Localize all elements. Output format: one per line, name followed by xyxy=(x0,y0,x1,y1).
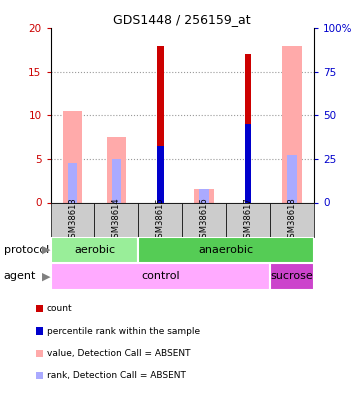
Bar xyxy=(270,263,314,290)
Text: sucrose: sucrose xyxy=(271,271,313,281)
Bar xyxy=(270,202,314,237)
Text: anaerobic: anaerobic xyxy=(199,245,254,255)
Bar xyxy=(138,237,314,263)
Bar xyxy=(157,46,164,202)
Text: protocol: protocol xyxy=(4,245,49,255)
Bar xyxy=(112,159,121,202)
Bar xyxy=(226,202,270,237)
Text: percentile rank within the sample: percentile rank within the sample xyxy=(47,326,200,336)
Text: rank, Detection Call = ABSENT: rank, Detection Call = ABSENT xyxy=(47,371,186,380)
Title: GDS1448 / 256159_at: GDS1448 / 256159_at xyxy=(113,13,251,26)
Bar xyxy=(282,46,302,202)
Text: aerobic: aerobic xyxy=(74,245,115,255)
Bar xyxy=(62,111,82,202)
Bar xyxy=(157,146,164,202)
Bar xyxy=(182,202,226,237)
Bar xyxy=(106,137,126,202)
Bar xyxy=(194,190,214,202)
Text: GSM38616: GSM38616 xyxy=(200,197,209,243)
Bar xyxy=(245,54,252,202)
Text: ▶: ▶ xyxy=(42,271,50,281)
Bar xyxy=(51,237,138,263)
Text: agent: agent xyxy=(4,271,36,281)
Text: GSM38617: GSM38617 xyxy=(244,197,253,243)
Text: ▶: ▶ xyxy=(42,245,50,255)
Text: GSM38613: GSM38613 xyxy=(68,197,77,243)
Bar xyxy=(68,163,77,202)
Bar xyxy=(138,202,182,237)
Bar xyxy=(287,155,297,202)
Bar xyxy=(245,124,252,202)
Text: GSM38615: GSM38615 xyxy=(156,197,165,243)
Text: value, Detection Call = ABSENT: value, Detection Call = ABSENT xyxy=(47,349,191,358)
Text: control: control xyxy=(141,271,180,281)
Text: count: count xyxy=(47,304,73,313)
Bar xyxy=(95,202,138,237)
Bar xyxy=(51,263,270,290)
Text: GSM38618: GSM38618 xyxy=(288,197,297,243)
Bar xyxy=(199,190,209,202)
Text: GSM38614: GSM38614 xyxy=(112,197,121,243)
Bar xyxy=(51,202,95,237)
